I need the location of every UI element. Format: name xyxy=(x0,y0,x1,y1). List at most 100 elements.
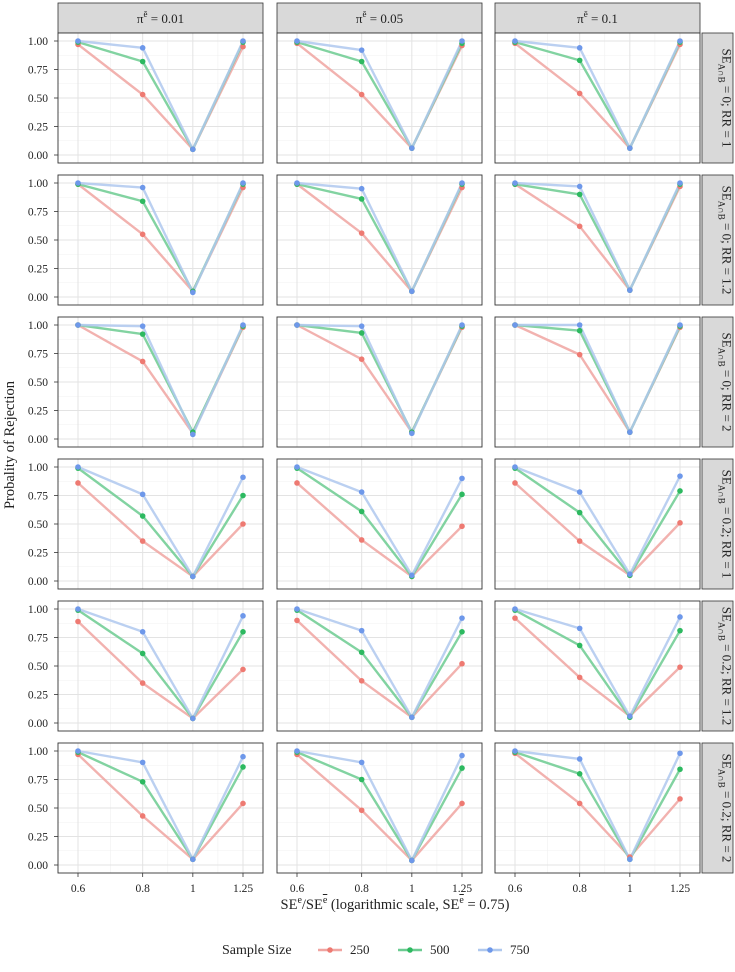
row-strip-label-5: SEA∩B = 0.2; RR = 2 xyxy=(717,754,735,863)
data-point-500 xyxy=(240,629,246,635)
data-point-750 xyxy=(459,752,465,759)
x-axis-label: SEe/SEe (logarithmic scale, SEe = 0.75) xyxy=(281,895,510,913)
series-line-500 xyxy=(514,751,682,861)
data-point-750 xyxy=(139,491,146,498)
data-point-500 xyxy=(677,766,683,773)
data-point-750 xyxy=(240,753,246,760)
panel-border xyxy=(276,600,483,732)
y-tick-label: 0.75 xyxy=(28,491,48,503)
row-label-rest: = 0; RR = 1.2 xyxy=(720,220,735,295)
panel-r4-c2 xyxy=(494,600,701,732)
row-strip-label-4: SEA∩B = 0.2; RR = 1.2 xyxy=(717,607,735,726)
series-line-750 xyxy=(296,323,464,435)
column-label-prefix: π xyxy=(356,11,363,26)
panel-border xyxy=(276,174,483,306)
y-tick-label: 0.50 xyxy=(28,93,48,105)
series-line-750 xyxy=(514,607,682,718)
panel-border xyxy=(494,742,701,874)
series-line-750 xyxy=(77,607,245,720)
row-label-se: SE xyxy=(720,470,735,485)
data-point-250 xyxy=(294,617,300,624)
data-point-750 xyxy=(75,180,81,186)
data-point-750 xyxy=(240,180,246,186)
panel-r4-c0 xyxy=(57,600,264,732)
panel-border xyxy=(57,742,264,874)
column-strip-label-1: πē = 0.05 xyxy=(356,9,403,26)
panel-border xyxy=(57,600,264,732)
data-point-500 xyxy=(240,764,246,770)
y-tick-label: 0.00 xyxy=(28,576,48,588)
data-point-500 xyxy=(576,327,583,334)
y-tick-label: 1.00 xyxy=(28,36,48,48)
panel-border xyxy=(494,600,701,732)
x-label-part: = 0.75) xyxy=(464,897,510,913)
y-tick-label: 0.50 xyxy=(28,235,48,247)
data-point-750 xyxy=(358,489,365,495)
data-point-750 xyxy=(409,857,415,864)
data-point-500 xyxy=(459,765,465,771)
series-line-750 xyxy=(296,465,464,577)
data-point-750 xyxy=(677,322,683,328)
panel-r1-c0 xyxy=(57,174,264,306)
data-point-750 xyxy=(240,613,246,619)
panel-border xyxy=(57,316,264,448)
series-line-500 xyxy=(77,751,245,861)
series-line-500 xyxy=(296,751,464,862)
data-point-750 xyxy=(358,185,365,192)
series-line-500 xyxy=(296,609,464,719)
panel-r1-c1 xyxy=(276,174,483,306)
panel-border xyxy=(57,174,264,306)
data-point-500 xyxy=(358,58,365,65)
data-point-750 xyxy=(358,627,365,634)
panel-border xyxy=(276,742,483,874)
panel-border xyxy=(276,316,483,448)
data-point-500 xyxy=(576,191,583,198)
panel-r5-c1 xyxy=(276,742,483,874)
y-tick-label: 0.75 xyxy=(28,207,48,219)
data-point-750 xyxy=(190,431,196,438)
data-point-750 xyxy=(294,322,300,328)
data-point-250 xyxy=(576,223,583,230)
y-tick-label: 0.25 xyxy=(28,690,48,702)
row-label-sub: A∩B xyxy=(717,201,727,220)
data-point-750 xyxy=(576,625,583,632)
series-line-250 xyxy=(77,482,244,578)
data-point-750 xyxy=(409,288,415,295)
data-point-500 xyxy=(459,491,465,498)
x-tick-label: 1 xyxy=(627,883,633,895)
y-tick-label: 0.00 xyxy=(28,292,48,304)
data-point-750 xyxy=(240,322,246,328)
data-point-750 xyxy=(190,573,196,580)
y-tick-label: 0.50 xyxy=(28,803,48,815)
row-label-rest: = 0; RR = 2 xyxy=(720,367,735,432)
column-label-sup: ē xyxy=(143,9,147,19)
data-point-250 xyxy=(576,674,583,681)
data-point-500 xyxy=(139,58,146,65)
row-label-rest: = 0.2; RR = 1 xyxy=(720,504,735,579)
column-label-prefix: π xyxy=(577,11,584,26)
panel-r2-c1 xyxy=(276,316,483,448)
y-tick-label: 0.75 xyxy=(28,65,48,77)
column-label-sup: ē xyxy=(584,9,588,19)
series-line-750 xyxy=(296,39,464,150)
y-tick-label: 0.00 xyxy=(28,718,48,730)
data-point-500 xyxy=(358,649,365,656)
data-point-750 xyxy=(576,756,583,762)
data-point-750 xyxy=(190,146,196,153)
series-line-750 xyxy=(77,323,245,436)
panel-r2-c0 xyxy=(57,316,264,448)
data-point-250 xyxy=(139,358,146,365)
data-point-500 xyxy=(139,778,146,785)
panel-border xyxy=(494,32,701,164)
data-point-750 xyxy=(459,322,465,328)
data-point-250 xyxy=(576,90,583,97)
y-tick-label: 0.75 xyxy=(28,633,48,645)
legend-label-250: 250 xyxy=(350,942,370,957)
data-point-500 xyxy=(139,331,146,337)
column-label-suffix: = 0.01 xyxy=(147,11,184,26)
row-label-sub: A∩B xyxy=(717,348,727,367)
x-tick-label: 1.25 xyxy=(452,883,472,895)
y-tick-label: 0.75 xyxy=(28,775,48,787)
series-line-750 xyxy=(77,181,245,294)
legend: Sample Size 250 500 750 xyxy=(222,942,530,958)
